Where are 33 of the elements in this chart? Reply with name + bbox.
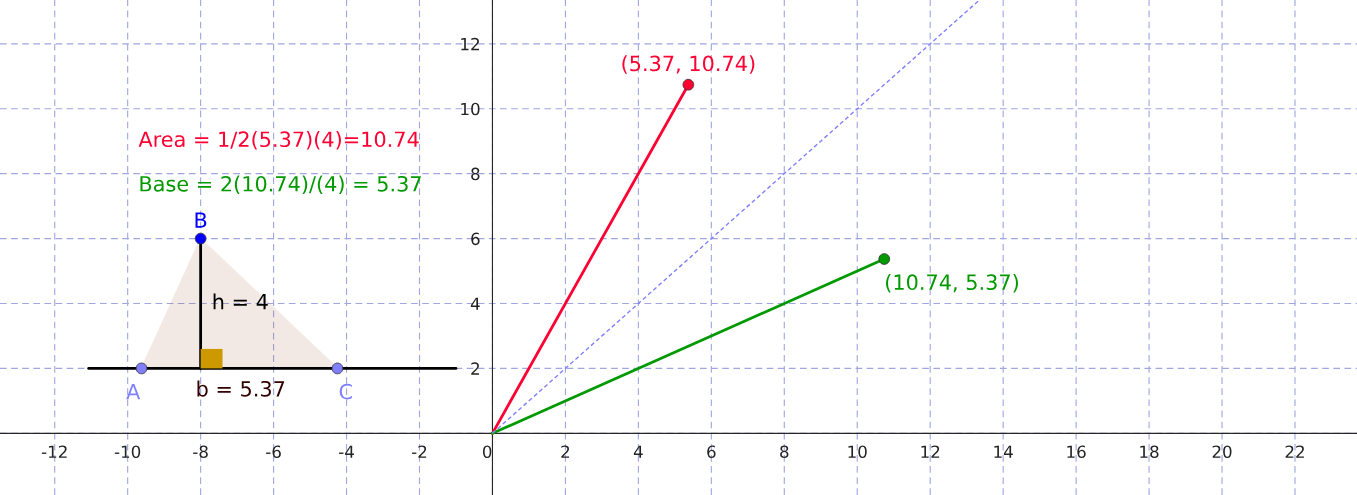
x-tick-label: 22 (1285, 445, 1304, 458)
annotation: C (339, 383, 352, 400)
annotation: (10.74, 5.37) (886, 273, 1018, 293)
x-tick-label: -4 (339, 445, 354, 458)
x-tick-label: -6 (266, 445, 281, 459)
x-tick-label: 20 (1212, 445, 1232, 459)
x-tick-label: 6 (707, 445, 716, 459)
x-tick-label: 10 (848, 445, 867, 459)
annotation: (5.37, 10.74) (622, 55, 755, 74)
annotation: B (195, 212, 207, 228)
x-tick-label: 18 (1140, 445, 1159, 459)
x-tick-label: 4 (633, 445, 643, 458)
y-tick-label: 8 (471, 167, 480, 181)
annotation: b = 5.37 (197, 380, 285, 397)
y-tick-label: 12 (461, 37, 479, 51)
y-tick-label: 10 (461, 102, 480, 116)
x-tick-label: -10 (114, 445, 141, 459)
y-tick-label: 6 (471, 232, 480, 246)
annotation: A (126, 383, 141, 400)
x-tick-label: 2 (561, 445, 570, 458)
x-tick-label: 14 (994, 445, 1013, 458)
x-tick-label: 12 (921, 445, 940, 458)
y-tick-label: 2 (471, 362, 479, 375)
x-tick-label: 0 (482, 445, 492, 459)
x-tick-label: 8 (780, 445, 789, 459)
annotation: Area = 1/2(5.37)(4)=10.74 (138, 131, 419, 150)
x-tick-label: -2 (412, 445, 427, 458)
annotation: h = 4 (213, 293, 268, 310)
x-tick-label: -12 (41, 445, 67, 458)
y-tick-label: 4 (470, 297, 480, 310)
x-tick-label: -8 (193, 445, 208, 459)
annotation: Base = 2(10.74)/(4) = 5.37 (140, 175, 421, 195)
x-tick-label: 16 (1067, 445, 1086, 459)
